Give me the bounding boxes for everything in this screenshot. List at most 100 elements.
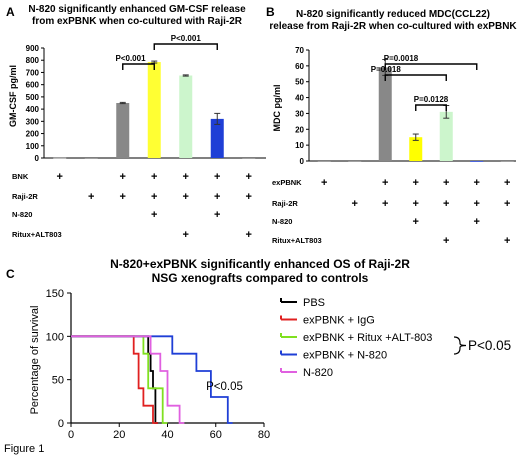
panel-b-condition-label: Raji-2R (272, 199, 298, 208)
panel-a-significance-bracket (153, 43, 218, 50)
panel-b-condition-mark: + (474, 198, 480, 210)
panel-c-x-tick-label: 40 (161, 429, 173, 441)
panel-b-title-line2: release from Raji-2R when co-cultured wi… (269, 21, 517, 32)
panel-a-chart: N-820 significantly enhanced GM-CSF rele… (8, 4, 266, 241)
panel-b-condition-mark: + (382, 198, 388, 210)
panel-a-condition-mark: + (120, 171, 126, 183)
panel-b-condition-mark: + (474, 177, 480, 189)
panel-a-bar (53, 157, 67, 159)
panel-a-y-label: GM-CSF pg/ml (8, 65, 18, 127)
panel-b-p-value-label: P=0.0128 (414, 95, 449, 104)
panel-a-y-tick-label: 500 (26, 93, 40, 102)
panel-a-y-tick-label: 300 (26, 117, 40, 126)
panel-c-legend-brace (453, 336, 467, 355)
panel-b-condition-mark: + (413, 198, 419, 210)
panel-a-bar (242, 158, 256, 159)
panel-a-y-tick-label: 700 (26, 68, 40, 77)
panel-b-y-tick-label: 60 (295, 62, 304, 71)
panel-a-condition-mark: + (120, 191, 126, 203)
panel-b-bar (378, 67, 392, 161)
panel-a-y-tick-label: 0 (35, 154, 40, 163)
panel-a-condition-mark: + (183, 191, 189, 203)
panel-b-p-value-label: P=0.0018 (384, 54, 419, 63)
panel-a-bar (84, 158, 98, 159)
panel-b-y-tick-label: 40 (295, 94, 304, 103)
panel-b-letter: B (266, 5, 275, 19)
panel-a-condition-mark: + (246, 229, 252, 241)
panel-a-y-tick-label: 900 (26, 44, 40, 53)
panel-a-condition-mark: + (246, 171, 252, 183)
panel-c-chart: N-820+exPBNK significantly enhanced OS o… (29, 257, 511, 441)
panel-b-y-tick-label: 0 (300, 157, 305, 166)
panel-c-y-tick-label: 150 (46, 288, 64, 300)
panel-b-condition-mark: + (443, 235, 449, 247)
panel-b-bar (500, 161, 514, 162)
panel-c-title-line2: NSG xenografts compared to controls (152, 271, 369, 285)
panel-a-y-tick-label: 400 (26, 105, 40, 114)
panel-c-legend-label: exPBNK + Ritux +ALT-803 (303, 332, 432, 344)
panel-a-title-line1: N-820 significantly enhanced GM-CSF rele… (28, 4, 246, 15)
panel-a-p-value-label: P<0.001 (171, 34, 202, 43)
panel-a-condition-mark: + (214, 171, 220, 183)
panel-c-survival-line (71, 335, 158, 424)
panel-b-bar (317, 161, 331, 162)
figure-label: Figure 1 (4, 443, 44, 455)
panel-c-x-tick-label: 0 (68, 429, 74, 441)
panel-a-condition-label: N-820 (12, 210, 32, 219)
panel-c-survival-line (71, 335, 185, 424)
panel-c-survival-line (71, 335, 233, 424)
panel-c-legend-label: exPBNK + N-820 (303, 350, 387, 362)
panel-a-condition-mark: + (214, 209, 220, 221)
panel-b-condition-mark: + (504, 198, 510, 210)
panel-a-bar (179, 75, 193, 158)
panel-b-bar (409, 137, 423, 161)
panel-b-y-tick-label: 70 (295, 46, 304, 55)
panel-a-p-value-label: P<0.001 (115, 54, 146, 63)
panel-b-condition-mark: + (413, 216, 419, 228)
panel-b-title-line1: N-820 significantly reduced MDC(CCL22) (296, 9, 490, 20)
panel-a-bar (210, 118, 224, 158)
panel-a-condition-mark: + (183, 171, 189, 183)
panel-b-condition-label: Ritux+ALT803 (272, 236, 322, 245)
panel-a-condition-label: BNK (12, 172, 29, 181)
panel-b-y-label: MDC pg/ml (272, 85, 282, 132)
panel-c-y-tick-label: 100 (46, 331, 64, 343)
panel-c-y-tick-label: 50 (52, 375, 64, 387)
panel-a-bar (147, 62, 161, 158)
panel-a-y-tick-label: 200 (26, 130, 40, 139)
panel-b-condition-mark: + (352, 198, 358, 210)
panel-b-bar (470, 161, 484, 162)
panel-c-p-value-plot: P<0.05 (206, 381, 243, 393)
panel-b-y-tick-label: 30 (295, 109, 304, 118)
panel-b-bar (439, 111, 453, 161)
panel-a-significance-bracket (122, 63, 155, 70)
panel-a-condition-mark: + (88, 191, 94, 203)
panel-a-condition-label: Raji-2R (12, 192, 38, 201)
panel-c-x-tick-label: 20 (113, 429, 125, 441)
panel-a-condition-mark: + (57, 171, 63, 183)
panel-b-condition-mark: + (504, 235, 510, 247)
panel-b-condition-mark: + (443, 198, 449, 210)
panel-c-letter: C (6, 267, 15, 281)
panel-b-condition-mark: + (413, 177, 419, 189)
panel-b-bar (348, 161, 362, 162)
panel-c-survival-line (71, 335, 168, 424)
panel-a-condition-mark: + (151, 191, 157, 203)
panel-b-condition-mark: + (504, 177, 510, 189)
panel-c-y-label: Percentage of survival (29, 306, 41, 415)
panel-c-survival-line (71, 335, 158, 424)
panel-c-title-line1: N-820+exPBNK significantly enhanced OS o… (110, 257, 410, 271)
panel-b-y-tick-label: 50 (295, 78, 304, 87)
panel-c-legend-label: PBS (303, 297, 325, 309)
panel-a-letter: A (6, 5, 15, 19)
panel-c-x-tick-label: 80 (258, 429, 270, 441)
panel-b-condition-mark: + (474, 216, 480, 228)
panel-c-legend-label: exPBNK + IgG (303, 315, 375, 327)
panel-a-y-tick-label: 100 (26, 142, 40, 151)
panel-b-condition-mark: + (382, 177, 388, 189)
panel-c-x-tick-label: 60 (210, 429, 222, 441)
panel-c-legend-label: N-820 (303, 367, 333, 379)
panel-b-condition-mark: + (443, 177, 449, 189)
panel-a-condition-mark: + (214, 191, 220, 203)
panel-b-chart: N-820 significantly reduced MDC(CCL22) r… (269, 9, 517, 247)
